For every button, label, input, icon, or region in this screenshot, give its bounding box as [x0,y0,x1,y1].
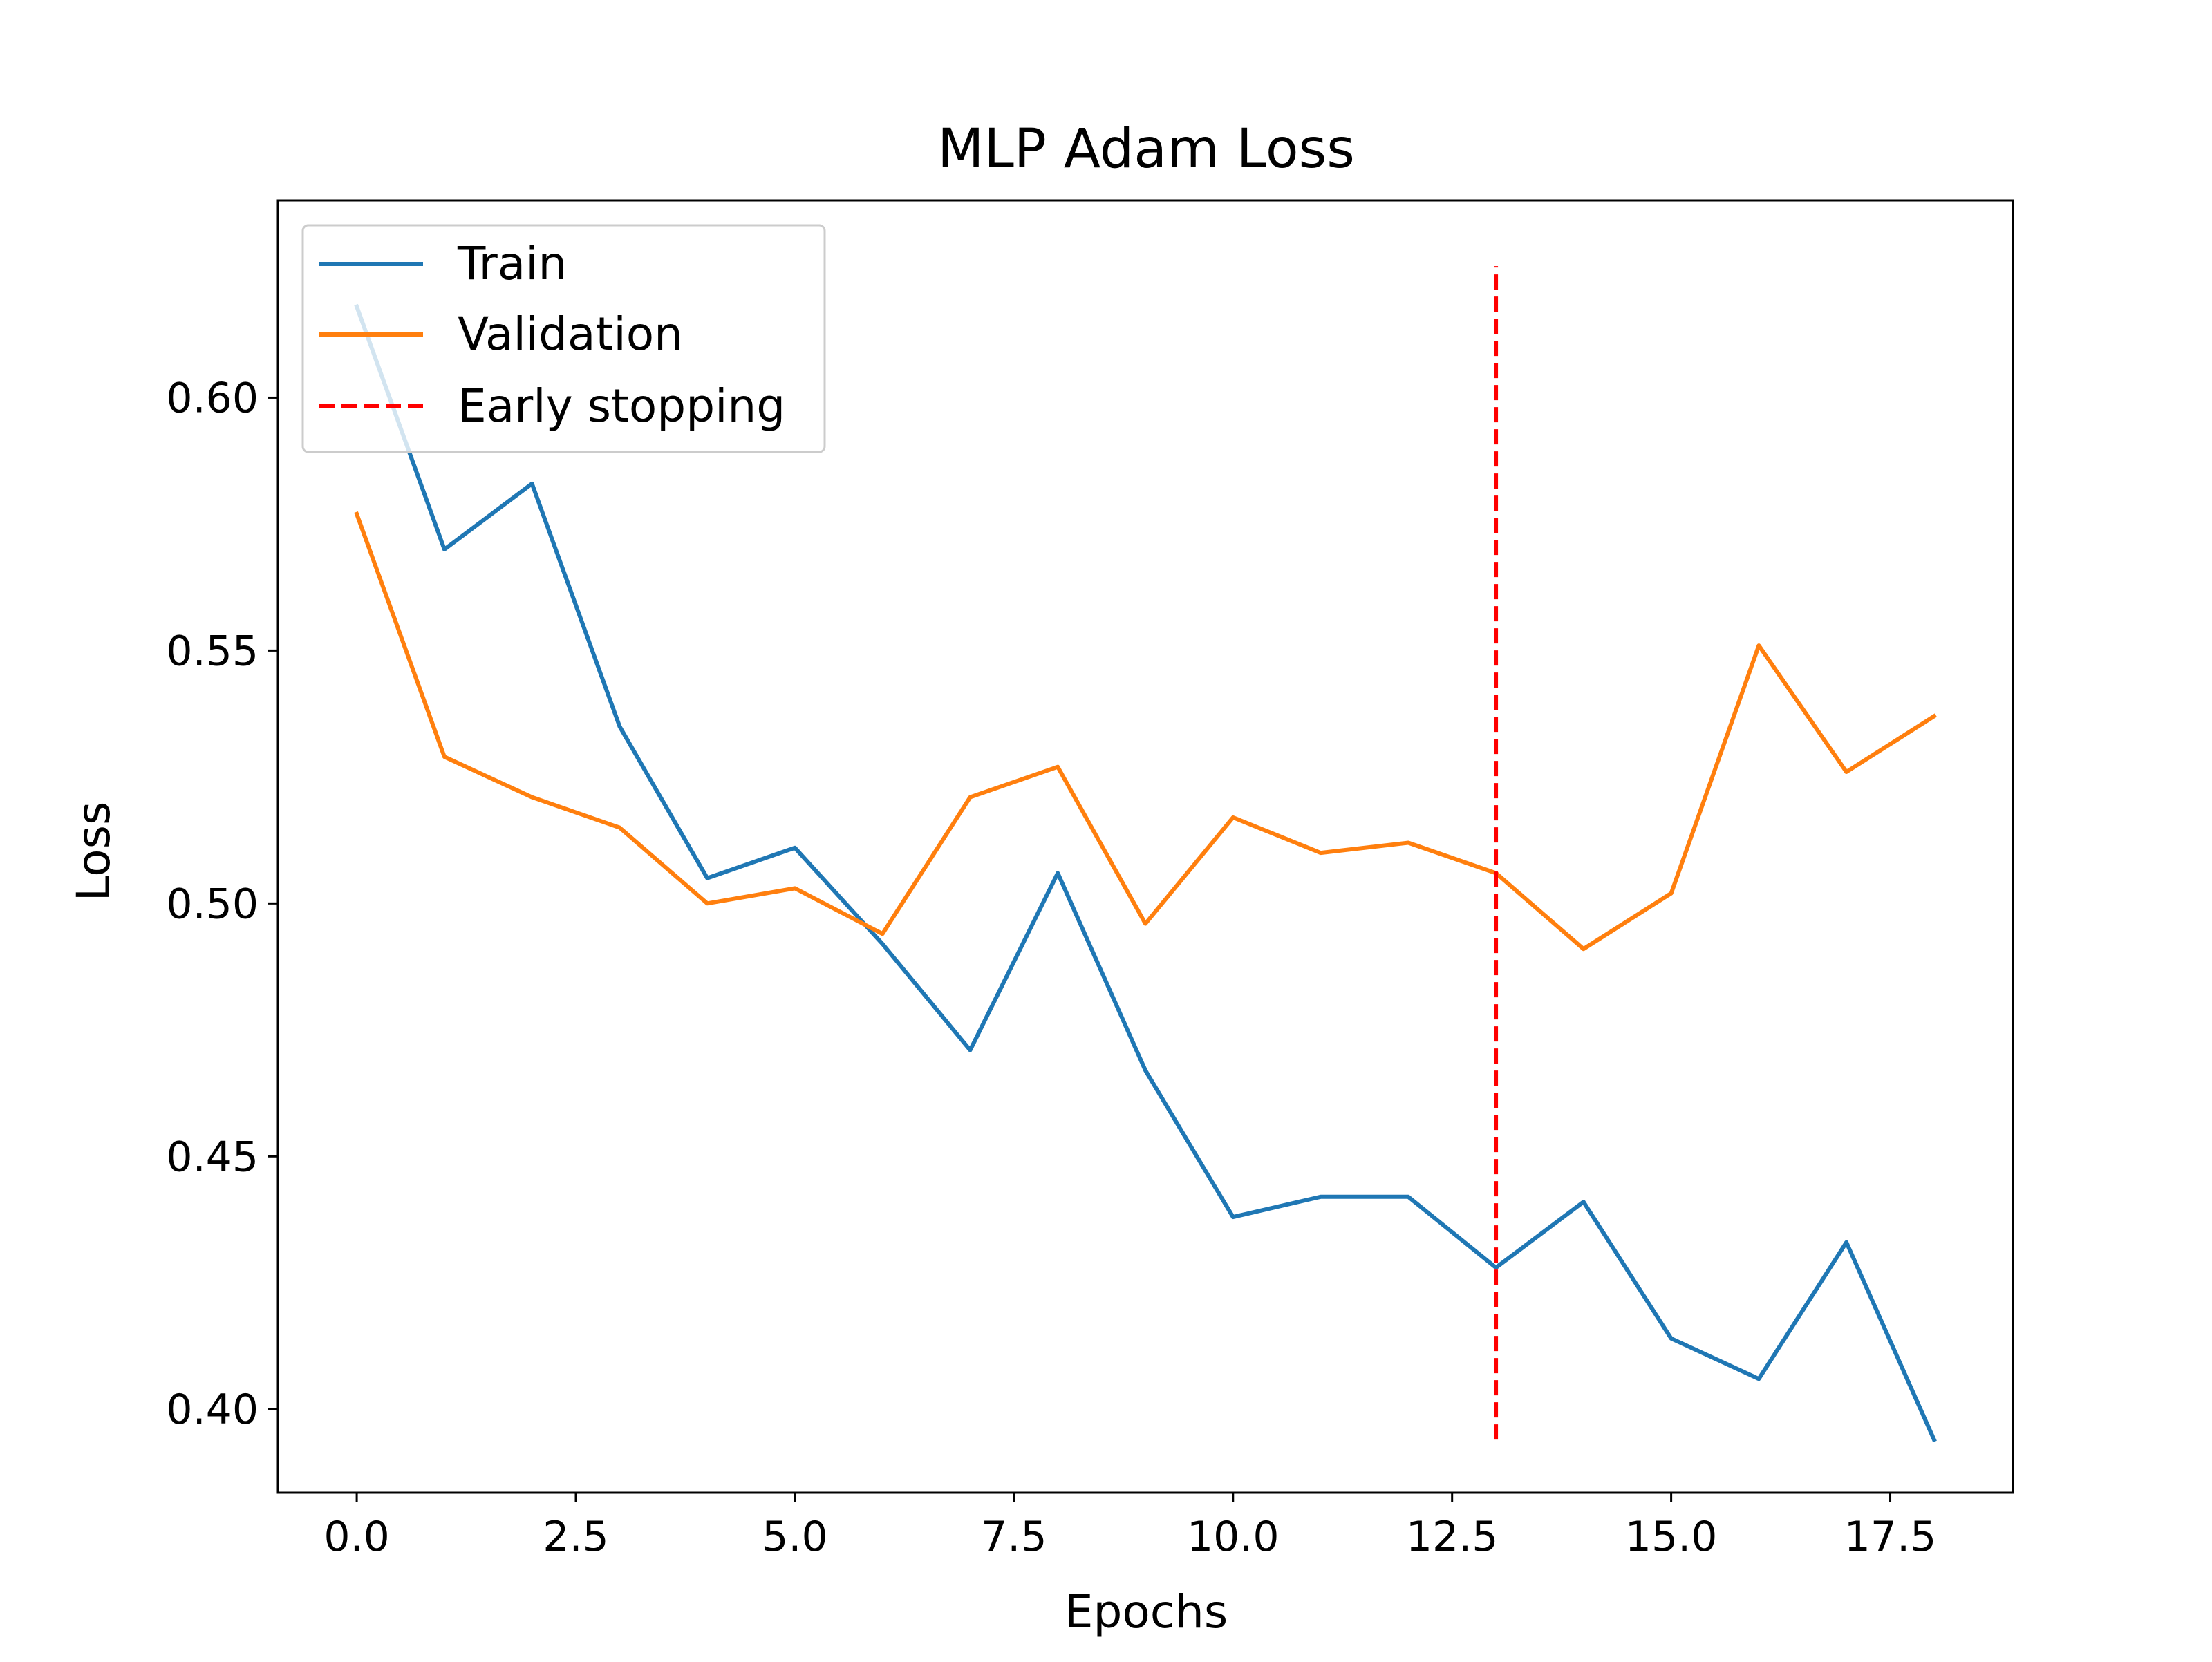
legend-label-validation: Validation [458,308,683,361]
plot-area: 0.0 2.5 5.0 7.5 10.0 12.5 15.0 17.5 0.40 0.45 0.50… [166,199,2014,1561]
legend-box [301,224,826,453]
x-tick-label: 10.0 [1187,1513,1280,1561]
axes-frame [276,199,2014,1494]
y-tick-label: 0.60 [166,374,259,422]
y-tick-label: 0.40 [166,1386,259,1434]
legend: Train Validation Early stopping [301,224,826,453]
x-tick-label: 7.5 [981,1513,1047,1561]
x-tick-label: 15.0 [1625,1513,1718,1561]
legend-label-early-stopping: Early stopping [458,379,785,433]
x-tick-label: 0.0 [324,1513,389,1561]
series-line-train [354,303,1937,1443]
chart-title: MLP Adam Loss [937,118,1355,180]
y-tick-label: 0.55 [166,627,259,675]
x-tick-label: 2.5 [543,1513,608,1561]
y-tick-label: 0.50 [166,880,259,928]
legend-label-train: Train [457,237,567,290]
x-tick-label: 12.5 [1406,1513,1499,1561]
series-line-validation [354,511,1938,952]
x-tick-label: 5.0 [762,1513,827,1561]
y-axis-label: Loss [67,802,120,902]
x-tick-label: 17.5 [1844,1513,1937,1561]
y-tick-label: 0.45 [166,1133,259,1181]
x-axis-label: Epochs [1065,1585,1228,1639]
